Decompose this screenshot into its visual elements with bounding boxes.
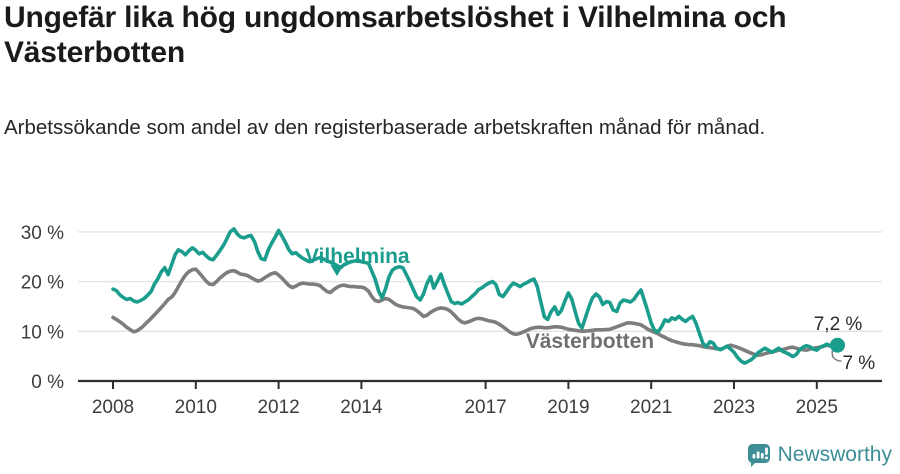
series-label-vilhelmina: Vilhelmina	[305, 245, 410, 268]
brand-name: Newsworthy	[777, 443, 892, 466]
series-label-arrow-down-icon	[330, 265, 344, 277]
x-tick-label: 2025	[796, 397, 838, 418]
x-tick-label: 2014	[340, 397, 383, 418]
x-tick-label: 2021	[630, 397, 672, 418]
x-tick-label: 2023	[713, 397, 755, 418]
end-value-label-vilhelmina: 7,2 %	[814, 314, 863, 335]
x-tick-label: 2010	[175, 397, 217, 418]
x-tick-label: 2019	[547, 397, 589, 418]
y-tick-label: 0 %	[31, 372, 64, 393]
end-label-leader-line	[831, 350, 842, 362]
series-label-västerbotten: Västerbotten	[526, 330, 654, 353]
y-tick-label: 30 %	[21, 223, 64, 244]
newsworthy-brand: Newsworthy	[746, 442, 892, 468]
series-line-vilhelmina	[111, 227, 840, 365]
x-tick-label: 2017	[464, 397, 506, 418]
page-title: Ungefär lika hög ungdomsarbetslöshet i V…	[4, 1, 787, 70]
page-subtitle: Arbetssökande som andel av den registerb…	[4, 116, 766, 139]
x-tick-label: 2012	[257, 397, 299, 418]
newsworthy-logo-icon	[747, 444, 770, 467]
x-tick-label: 2008	[92, 397, 134, 418]
series-end-dot-vilhelmina	[830, 337, 845, 353]
y-tick-label: 10 %	[21, 322, 64, 343]
y-tick-label: 20 %	[21, 273, 64, 294]
end-value-label-västerbotten: 7 %	[842, 353, 875, 374]
